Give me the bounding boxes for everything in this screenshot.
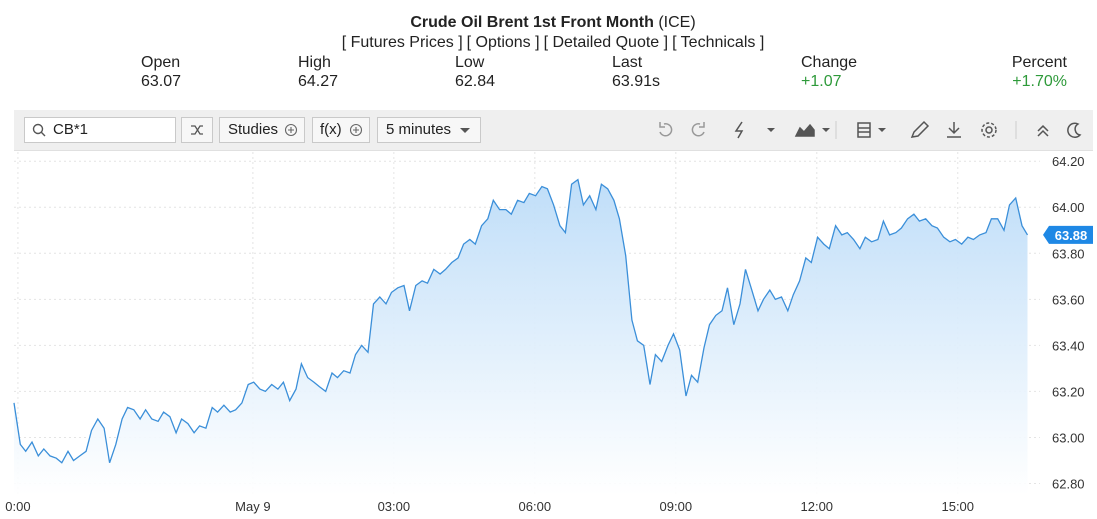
compare-button[interactable]	[181, 117, 213, 143]
stat-label: Open	[141, 54, 181, 71]
studies-button[interactable]: Studies	[219, 117, 305, 143]
download-icon[interactable]	[947, 122, 961, 138]
search-box[interactable]: CB*1	[24, 117, 176, 143]
y-tick-label: 62.80	[1052, 476, 1085, 491]
settings-icon[interactable]	[985, 126, 993, 134]
x-tick-label: 12:00	[801, 499, 834, 514]
y-tick-label: 63.80	[1052, 246, 1085, 261]
search-icon	[32, 123, 46, 137]
x-tick-label: 09:00	[660, 499, 693, 514]
draw-icon[interactable]	[910, 120, 930, 138]
exchange: (ICE)	[658, 14, 696, 31]
y-tick-label: 63.60	[1052, 292, 1085, 307]
interval-select[interactable]: 5 minutes	[377, 117, 481, 143]
stat-value: 63.91s	[612, 73, 661, 90]
theme-icon[interactable]	[1067, 122, 1082, 138]
shuffle-icon	[191, 125, 203, 135]
x-tick-label: 06:00	[519, 499, 552, 514]
layout-icon[interactable]	[857, 122, 871, 138]
caret-icon	[460, 128, 470, 133]
y-tick-label: 63.40	[1052, 338, 1085, 353]
redo-icon[interactable]	[691, 123, 705, 137]
stat-label: Last	[612, 54, 643, 71]
interval-label: 5 minutes	[386, 121, 452, 138]
x-tick-label: 0:00	[5, 499, 30, 514]
nav-link[interactable]: [ Options ]	[466, 34, 540, 51]
last-price-label: 63.88	[1055, 228, 1088, 243]
stat-label: Low	[455, 54, 485, 71]
stat-label: Percent	[1011, 54, 1067, 71]
function-label: f(x)	[320, 121, 342, 138]
nav-link[interactable]: [ Detailed Quote ]	[543, 34, 669, 51]
stat-value: 63.07	[141, 73, 182, 90]
title: Crude Oil Brent 1st Front Month (ICE)	[0, 14, 1097, 32]
plus-icon	[349, 123, 363, 137]
stat-label: Change	[801, 54, 858, 71]
instrument-name: Crude Oil Brent 1st Front Month	[410, 14, 654, 31]
y-tick-label: 63.00	[1052, 430, 1085, 445]
function-button[interactable]: f(x)	[312, 117, 370, 143]
stat-value: +1.07	[801, 73, 842, 90]
undo-icon[interactable]	[659, 123, 673, 137]
stat-label: High	[298, 54, 331, 71]
y-tick-label: 63.20	[1052, 384, 1085, 399]
price-line	[13, 178, 1029, 464]
x-tick-label: May 9	[235, 499, 270, 514]
link-bar: [ Futures Prices ][ Options ][ Detailed …	[0, 34, 1097, 52]
toolbar: CB*1 Studies f(x) 5 minutes	[14, 110, 1093, 151]
events-icon[interactable]	[734, 121, 744, 139]
stat-value: 64.27	[298, 73, 339, 90]
redo-arrow	[699, 122, 705, 128]
nav-link[interactable]: [ Futures Prices ]	[341, 34, 463, 51]
stat-value: 62.84	[455, 73, 496, 90]
studies-label: Studies	[228, 121, 279, 138]
undo-arrow	[659, 122, 665, 128]
area-fill	[14, 179, 1028, 495]
y-tick-label: 64.00	[1052, 200, 1085, 215]
last-price-badge	[1043, 225, 1093, 244]
plus-icon	[284, 123, 298, 137]
x-tick-label: 03:00	[378, 499, 411, 514]
x-tick-label: 15:00	[941, 499, 974, 514]
y-tick-label: 64.20	[1052, 154, 1085, 169]
nav-link[interactable]: [ Technicals ]	[672, 34, 765, 51]
toolbar-icons	[659, 120, 1082, 139]
collapse-icon[interactable]	[1037, 124, 1049, 137]
stat-value: +1.70%	[1012, 73, 1067, 90]
chart-type-icon[interactable]	[794, 123, 815, 137]
